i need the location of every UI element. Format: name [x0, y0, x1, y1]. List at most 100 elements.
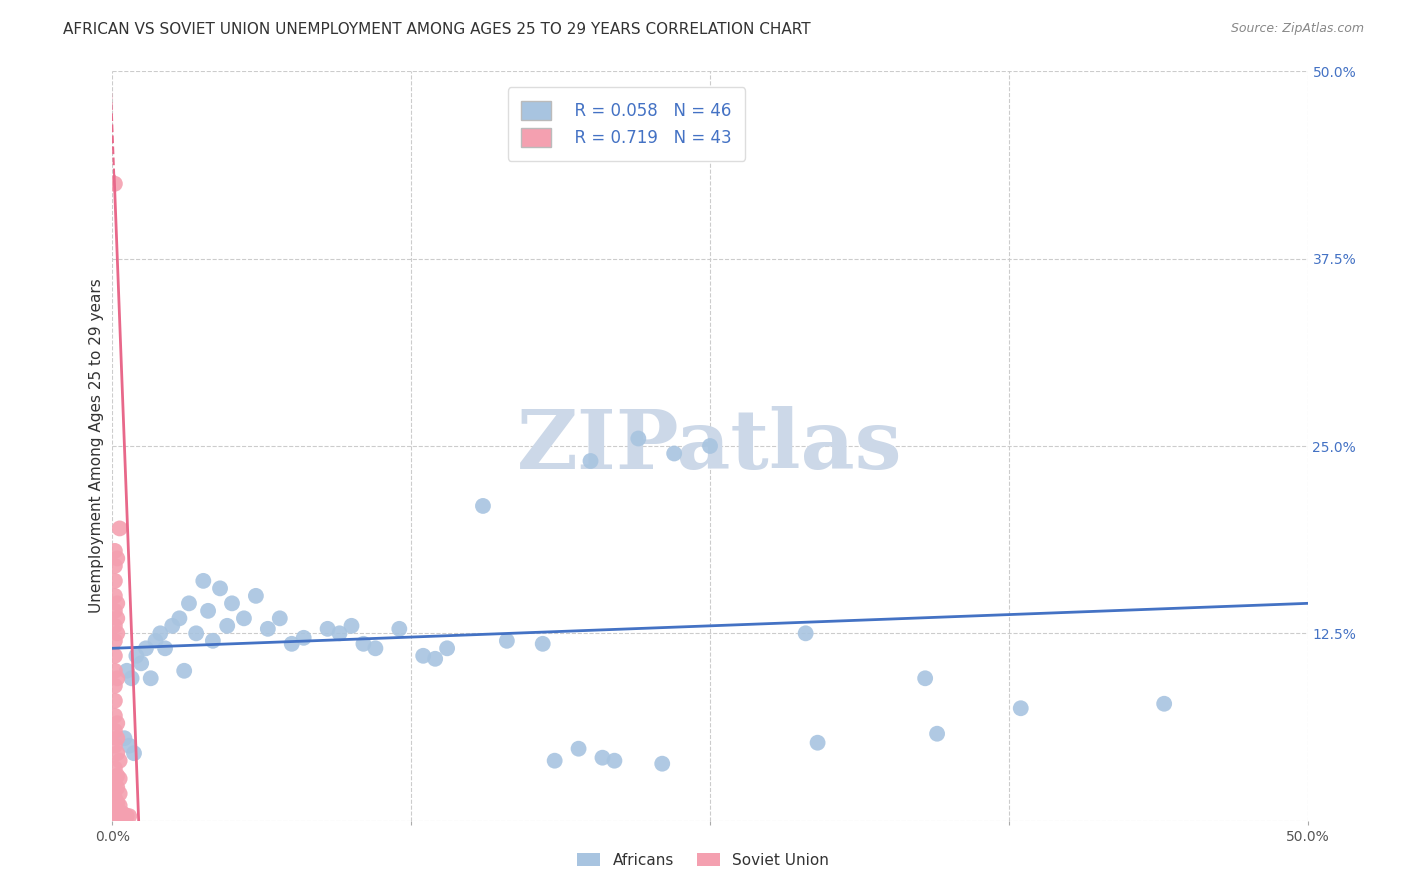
Point — [104, 723, 127, 738]
Point — [388, 622, 411, 636]
Point — [592, 750, 614, 764]
Point — [603, 754, 626, 768]
Point — [914, 671, 936, 685]
Point — [104, 619, 127, 633]
Point — [169, 611, 191, 625]
Point — [352, 637, 374, 651]
Point — [105, 802, 128, 816]
Point — [257, 622, 280, 636]
Point — [105, 611, 128, 625]
Point — [162, 619, 183, 633]
Point — [1153, 697, 1175, 711]
Point — [105, 671, 128, 685]
Text: AFRICAN VS SOVIET UNION UNEMPLOYMENT AMONG AGES 25 TO 29 YEARS CORRELATION CHART: AFRICAN VS SOVIET UNION UNEMPLOYMENT AMO… — [63, 22, 811, 37]
Point — [281, 637, 304, 651]
Point — [233, 611, 256, 625]
Point — [105, 769, 128, 783]
Point — [217, 619, 239, 633]
Point — [135, 641, 157, 656]
Point — [118, 809, 141, 823]
Point — [472, 499, 495, 513]
Point — [104, 694, 127, 708]
Point — [125, 648, 148, 663]
Point — [568, 741, 591, 756]
Point — [105, 596, 128, 610]
Point — [651, 756, 673, 771]
Point — [197, 604, 219, 618]
Point — [108, 787, 131, 801]
Point — [209, 582, 232, 596]
Point — [105, 626, 128, 640]
Point — [104, 648, 127, 663]
Point — [108, 521, 131, 535]
Point — [173, 664, 195, 678]
Point — [104, 574, 127, 588]
Point — [104, 544, 127, 558]
Point — [412, 648, 434, 663]
Point — [340, 619, 363, 633]
Point — [104, 739, 127, 753]
Point — [129, 657, 152, 671]
Point — [104, 806, 127, 821]
Point — [139, 671, 162, 685]
Point — [145, 633, 167, 648]
Point — [105, 780, 128, 795]
Point — [104, 664, 127, 678]
Point — [104, 177, 127, 191]
Point — [104, 604, 127, 618]
Point — [699, 439, 721, 453]
Point — [364, 641, 387, 656]
Point — [1010, 701, 1032, 715]
Point — [269, 611, 291, 625]
Point — [105, 809, 128, 823]
Point — [425, 652, 447, 666]
Point — [104, 708, 127, 723]
Point — [245, 589, 267, 603]
Point — [579, 454, 602, 468]
Legend: Africans, Soviet Union: Africans, Soviet Union — [569, 845, 837, 875]
Point — [115, 809, 138, 823]
Point — [108, 811, 131, 825]
Point — [104, 761, 127, 775]
Point — [118, 739, 141, 753]
Point — [105, 551, 128, 566]
Point — [104, 776, 127, 790]
Point — [531, 637, 554, 651]
Point — [122, 746, 145, 760]
Point — [105, 716, 128, 731]
Point — [104, 791, 127, 805]
Y-axis label: Unemployment Among Ages 25 to 29 years: Unemployment Among Ages 25 to 29 years — [89, 278, 104, 614]
Point — [114, 731, 135, 746]
Point — [221, 596, 243, 610]
Point — [292, 631, 315, 645]
Point — [149, 626, 172, 640]
Point — [177, 596, 200, 610]
Point — [436, 641, 458, 656]
Point — [543, 754, 565, 768]
Point — [104, 679, 127, 693]
Point — [114, 807, 135, 822]
Text: ZIPatlas: ZIPatlas — [517, 406, 903, 486]
Point — [627, 432, 650, 446]
Point — [496, 633, 519, 648]
Point — [664, 446, 686, 460]
Point — [104, 558, 127, 573]
Point — [807, 736, 830, 750]
Point — [794, 626, 817, 640]
Point — [153, 641, 176, 656]
Point — [108, 798, 131, 813]
Point — [316, 622, 339, 636]
Point — [108, 772, 131, 786]
Point — [105, 746, 128, 760]
Point — [193, 574, 215, 588]
Point — [115, 664, 138, 678]
Point — [121, 671, 143, 685]
Point — [105, 731, 128, 746]
Point — [329, 626, 352, 640]
Legend:   R = 0.058   N = 46,   R = 0.719   N = 43: R = 0.058 N = 46, R = 0.719 N = 43 — [508, 87, 745, 161]
Point — [927, 727, 949, 741]
Point — [105, 796, 128, 810]
Point — [201, 633, 224, 648]
Point — [111, 806, 134, 821]
Point — [104, 589, 127, 603]
